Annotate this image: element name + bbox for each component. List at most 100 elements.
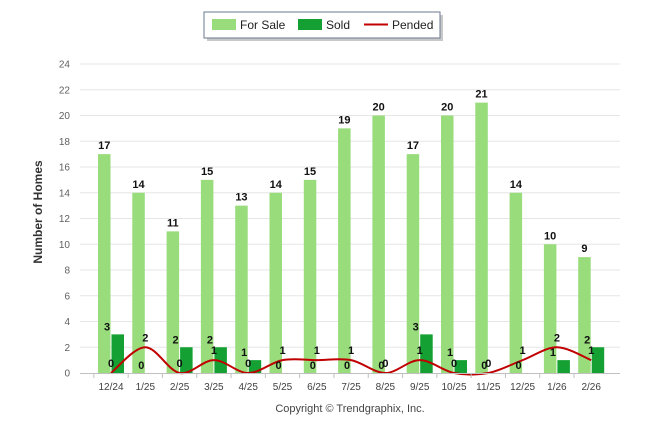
bar-for-sale <box>372 115 385 373</box>
y-axis-label: Number of Homes <box>31 160 45 264</box>
data-label-for-sale: 14 <box>132 179 145 191</box>
y-tick-label: 12 <box>59 214 71 225</box>
data-label-sold: 0 <box>516 360 522 372</box>
data-label-sold: 3 <box>413 321 419 333</box>
bar-for-sale <box>235 205 248 373</box>
x-tick-label: 6/25 <box>307 382 327 393</box>
x-tick-label: 4/25 <box>238 382 258 393</box>
data-label-pended: 0 <box>451 358 457 370</box>
data-label-for-sale: 19 <box>338 114 350 126</box>
data-label-for-sale: 21 <box>475 89 487 101</box>
data-label-sold: 0 <box>138 360 144 372</box>
bar-for-sale <box>269 192 282 373</box>
data-label-pended: 0 <box>177 358 183 370</box>
y-tick-label: 20 <box>59 111 71 122</box>
x-tick-label: 10/25 <box>441 382 466 393</box>
x-tick-label: 3/25 <box>204 382 224 393</box>
x-tick-label: 5/25 <box>273 382 293 393</box>
data-label-pended: 0 <box>485 358 491 370</box>
bar-sold <box>591 347 605 373</box>
legend: For Sale Sold Pended <box>203 11 443 41</box>
x-tick-label: 2/26 <box>581 382 601 393</box>
data-label-pended: 2 <box>554 332 560 344</box>
data-label-pended: 1 <box>211 345 217 357</box>
x-tick-label: 9/25 <box>410 382 430 393</box>
y-tick-label: 22 <box>59 85 71 96</box>
x-tick-label: 11/25 <box>476 382 501 393</box>
data-label-pended: 1 <box>279 345 285 357</box>
bar-for-sale <box>475 102 488 373</box>
bars <box>98 102 605 373</box>
data-label-for-sale: 20 <box>373 102 385 114</box>
bar-for-sale <box>441 115 454 373</box>
pended-line-layer <box>110 346 592 376</box>
data-label-sold: 2 <box>173 334 179 346</box>
data-label-for-sale: 15 <box>201 166 213 178</box>
y-tick-label: 18 <box>59 137 71 148</box>
data-label-sold: 2 <box>584 334 590 346</box>
y-tick-label: 24 <box>59 60 71 71</box>
y-tick-label: 14 <box>59 188 71 199</box>
data-label-sold: 1 <box>550 347 556 359</box>
data-label-sold: 0 <box>275 360 281 372</box>
bar-for-sale <box>166 231 180 373</box>
legend-swatch-sold <box>298 19 322 30</box>
x-tick-label: 12/24 <box>98 382 123 393</box>
data-label-for-sale: 17 <box>407 140 419 152</box>
bar-for-sale <box>509 192 523 373</box>
bar-for-sale <box>338 128 351 373</box>
y-tick-label: 10 <box>59 240 71 251</box>
data-label-pended: 1 <box>417 345 423 357</box>
y-tick-label: 6 <box>64 291 70 302</box>
x-tick-label: 1/26 <box>547 382 567 393</box>
bar-for-sale <box>132 192 145 373</box>
data-label-pended: 1 <box>588 345 594 357</box>
data-label-pended: 2 <box>142 332 148 344</box>
bar-for-sale <box>578 257 591 373</box>
data-label-pended: 1 <box>520 345 526 357</box>
data-label-pended: 0 <box>245 358 251 370</box>
data-label-sold: 0 <box>481 360 487 372</box>
bar-sold <box>557 360 570 373</box>
data-label-for-sale: 9 <box>581 243 587 255</box>
x-tick-label: 2/25 <box>170 382 190 393</box>
copyright-credit: Copyright © Trendgraphix, Inc. <box>275 403 424 415</box>
data-label-sold: 3 <box>104 321 110 333</box>
data-label-for-sale: 14 <box>510 179 523 191</box>
legend-label-for-sale: For Sale <box>240 18 286 32</box>
x-tick-label: 8/25 <box>376 382 396 393</box>
x-tick-label: 12/25 <box>510 382 535 393</box>
bar-sold <box>454 360 467 373</box>
x-tick-label: 1/25 <box>136 382 156 393</box>
bar-for-sale <box>98 154 111 373</box>
data-label-pended: 0 <box>108 358 114 370</box>
data-label-for-sale: 10 <box>544 230 556 242</box>
bar-sold <box>214 347 227 373</box>
bar-sold <box>180 347 193 373</box>
data-label-sold: 1 <box>447 347 453 359</box>
data-label-sold: 0 <box>378 360 384 372</box>
legend-label-sold: Sold <box>326 18 350 32</box>
data-label-sold: 1 <box>241 347 247 359</box>
data-label-pended: 1 <box>348 345 354 357</box>
data-label-for-sale: 15 <box>304 166 316 178</box>
data-label-for-sale: 20 <box>441 102 453 114</box>
y-tick-label: 8 <box>64 266 70 277</box>
data-label-sold: 0 <box>310 360 316 372</box>
legend-swatch-for-sale <box>212 19 236 30</box>
bar-for-sale <box>200 179 214 373</box>
x-tick-label: 7/25 <box>341 382 361 393</box>
y-tick-label: 0 <box>64 369 70 380</box>
data-label-sold: 0 <box>344 360 350 372</box>
data-label-pended: 1 <box>314 345 320 357</box>
bar-for-sale <box>303 179 317 373</box>
legend-label-pended: Pended <box>392 18 433 32</box>
bar-for-sale <box>406 154 420 373</box>
y-tick-label: 2 <box>64 343 70 354</box>
y-tick-label: 16 <box>59 163 71 174</box>
pended-line <box>110 346 592 376</box>
